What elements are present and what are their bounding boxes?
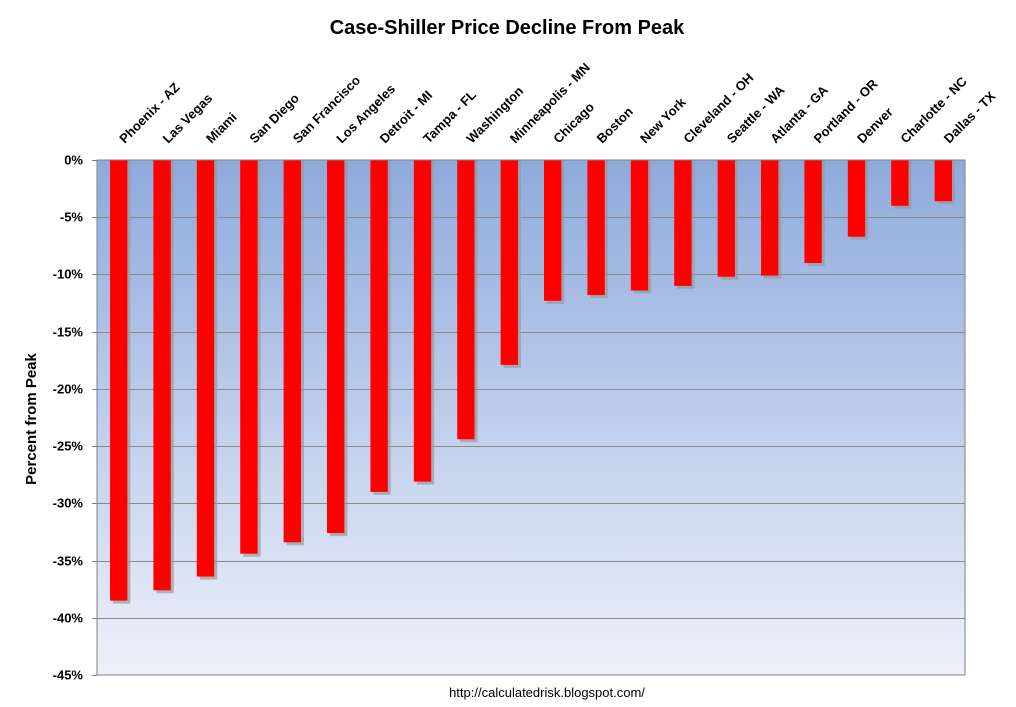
- source-url: http://calculatedrisk.blogspot.com/: [449, 685, 645, 700]
- y-tick-label: -45%: [53, 668, 84, 683]
- y-tick-label: -40%: [53, 611, 84, 626]
- bar: [761, 160, 779, 276]
- y-tick-label: -10%: [53, 267, 84, 282]
- chart-title: Case-Shiller Price Decline From Peak: [330, 17, 685, 39]
- bar: [196, 160, 215, 577]
- bar: [153, 160, 171, 591]
- bar: [717, 160, 735, 277]
- category-label: Miami: [203, 109, 240, 146]
- y-tick-label: -30%: [53, 496, 84, 511]
- bar: [587, 160, 605, 296]
- y-axis-ticks: 0% -5% -10% -15% -20% -25% -30% -35% -40% -45%: [53, 153, 97, 683]
- y-axis-label: Percent from Peak: [23, 352, 40, 484]
- bar: [500, 160, 518, 365]
- category-label: New York: [637, 94, 689, 146]
- y-tick-label: -20%: [53, 382, 84, 397]
- bar: [327, 160, 345, 534]
- bar: [804, 160, 822, 263]
- category-label: Denver: [854, 104, 896, 146]
- bars: [110, 160, 955, 604]
- bar: [457, 160, 475, 440]
- y-tick-label: -15%: [53, 325, 84, 340]
- bar: [283, 160, 301, 543]
- plot-frame: [96, 159, 966, 676]
- bar: [240, 160, 258, 554]
- bar: [674, 160, 692, 286]
- bar: [370, 160, 388, 492]
- bar: [413, 160, 432, 482]
- y-tick-label: -25%: [53, 439, 84, 454]
- bar: [110, 160, 128, 601]
- category-label: Minneapolis - MN: [507, 60, 593, 146]
- category-label: Boston: [594, 104, 636, 146]
- bar: [934, 160, 952, 202]
- bar: [544, 160, 562, 301]
- plot-area: [97, 160, 965, 675]
- bar: [630, 160, 649, 291]
- y-tick-label: 0%: [64, 153, 83, 168]
- y-tick-label: -35%: [53, 554, 84, 569]
- y-tick-label: -5%: [60, 210, 84, 225]
- bar: [891, 160, 909, 206]
- bar: [847, 160, 866, 237]
